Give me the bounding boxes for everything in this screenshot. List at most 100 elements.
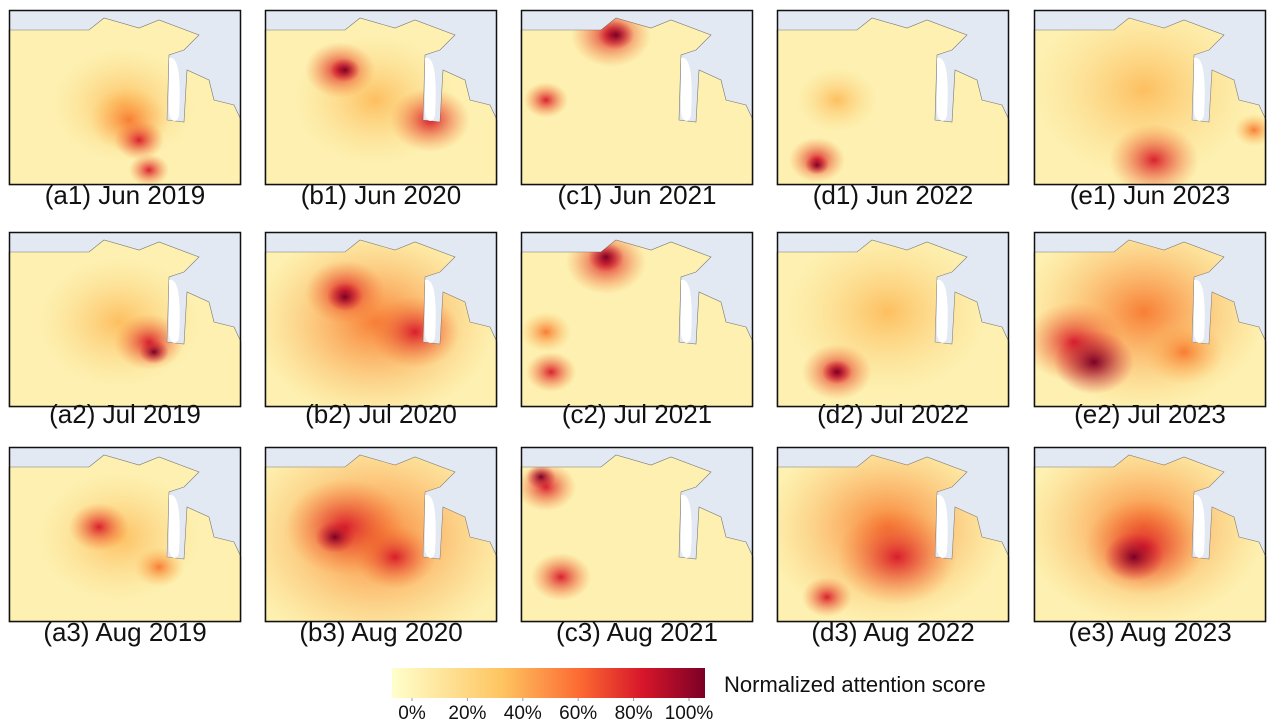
map-frame [520, 446, 754, 623]
map-panel [776, 9, 1010, 186]
lake [169, 57, 180, 122]
lake [1194, 279, 1205, 344]
map-frame [1033, 231, 1267, 408]
map-panel [264, 446, 498, 623]
panel-caption: (a1) Jun 2019 [45, 180, 205, 210]
map-frame [264, 446, 498, 623]
lake [425, 57, 436, 122]
colorbar-title: Normalized attention score [724, 672, 986, 697]
heat-blob [531, 553, 591, 601]
map-panel [1033, 9, 1267, 186]
map-panel [520, 446, 754, 623]
colorbar-tick-label: 20% [448, 703, 486, 724]
panel-caption: (d1) Jun 2022 [813, 180, 973, 210]
map-panel [1033, 231, 1267, 408]
lake [681, 494, 692, 559]
heat [39, 473, 199, 601]
colorbar-tick-label: 0% [398, 703, 426, 724]
panel-caption: (a3) Aug 2019 [43, 617, 206, 647]
heat-blob [1234, 114, 1266, 146]
map-panel [8, 9, 242, 186]
panel-caption: (c1) Jun 2021 [558, 180, 717, 210]
colorbar-ticks: 0% 20% 40% 60% 80% 100% [398, 698, 713, 724]
heat [787, 240, 987, 400]
heat-blob [1054, 330, 1134, 394]
heat-blob [315, 521, 355, 553]
map-panel [8, 231, 242, 408]
heat-blob [526, 465, 556, 489]
map-frame [8, 9, 242, 186]
heat [39, 258, 199, 386]
map-frame [520, 9, 754, 186]
panel-caption: (c2) Jul 2021 [562, 399, 712, 429]
heat [295, 36, 470, 164]
panel-caption: (e1) Jun 2023 [1070, 180, 1230, 210]
map-panel [1033, 446, 1267, 623]
lake [937, 494, 948, 559]
heat-blob [1109, 124, 1199, 185]
map-frame [8, 231, 242, 408]
heat-blob [1104, 533, 1164, 581]
heat-blob [598, 20, 634, 50]
heat-blob [837, 509, 957, 605]
panel-caption: (e2) Jul 2023 [1074, 399, 1226, 429]
heat-blob [524, 82, 568, 118]
heat-blob [69, 503, 129, 551]
map-frame [776, 9, 1010, 186]
map-frame [1033, 446, 1267, 623]
panel-caption: (c3) Aug 2021 [556, 617, 718, 647]
map-panel [264, 231, 498, 408]
heat [789, 68, 877, 183]
heat [1034, 455, 1264, 622]
lake [681, 57, 692, 122]
lake [937, 279, 948, 344]
heat [54, 49, 194, 185]
panel-caption: (d2) Jul 2022 [817, 399, 969, 429]
panel-caption: (b3) Aug 2020 [299, 617, 462, 647]
lake [681, 279, 692, 344]
heat [777, 455, 1007, 622]
map-frame [264, 231, 498, 408]
heat-blob [1144, 320, 1224, 384]
lake [1194, 57, 1205, 122]
colorbar-tick-label: 100% [665, 703, 714, 724]
heat-blob [822, 360, 852, 384]
map-frame [776, 231, 1010, 408]
heat-blob [526, 352, 576, 392]
panels: (a1) Jun 2019 (b1) Jun 2020 (c1) Jun 2021 (… [8, 9, 1267, 647]
heat-blob [114, 120, 164, 160]
lake [425, 279, 436, 344]
map-frame [776, 446, 1010, 623]
panel-caption: (b1) Jun 2020 [301, 180, 461, 210]
lake [1194, 494, 1205, 559]
map-panel [776, 231, 1010, 408]
map-panel [520, 231, 754, 408]
map-panel [520, 9, 754, 186]
lake [169, 494, 180, 559]
heat-blob [797, 68, 877, 132]
map-frame [264, 9, 498, 186]
heat-blob [355, 525, 435, 589]
colorbar-tick-label: 40% [504, 703, 542, 724]
heat-blob [802, 577, 852, 617]
heat [1034, 18, 1266, 185]
heat-blob [370, 296, 460, 368]
colorbar [392, 668, 705, 698]
heat [521, 463, 591, 601]
heat-blob [129, 154, 169, 185]
lake [937, 57, 948, 122]
heat-blob [521, 312, 571, 352]
heat [265, 455, 497, 622]
panel-caption: (b2) Jul 2020 [305, 399, 457, 429]
map-frame [1033, 9, 1267, 186]
panel-caption: (e3) Aug 2023 [1068, 617, 1231, 647]
map-panel [8, 446, 242, 623]
heat-blob [327, 282, 363, 312]
map-panel [776, 446, 1010, 623]
panel-caption: (d3) Aug 2022 [811, 617, 974, 647]
heat-blob [330, 58, 360, 82]
heat-blob [805, 155, 829, 175]
lake [425, 494, 436, 559]
map-frame [8, 446, 242, 623]
